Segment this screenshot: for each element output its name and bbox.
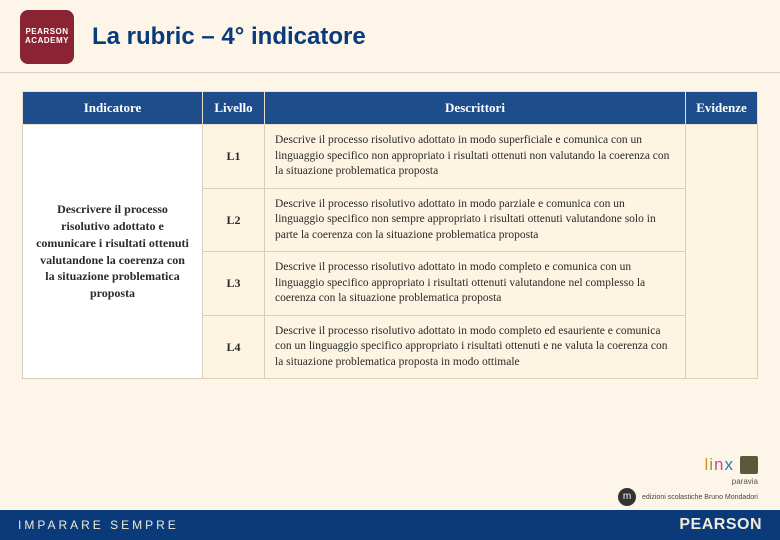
livello-cell: L3 (203, 252, 265, 316)
rubric-table: Indicatore Livello Descrittori Evidenze … (22, 91, 758, 379)
publisher-brands: linx paravia m edizioni scolastiche Brun… (618, 455, 758, 506)
livello-cell: L2 (203, 188, 265, 252)
header-indicatore: Indicatore (23, 92, 203, 125)
mondadori-label: edizioni scolastiche Bruno Mondadori (642, 494, 758, 501)
paravia-label: paravia (732, 477, 758, 486)
slide-header: PEARSON ACADEMY La rubric – 4° indicator… (0, 0, 780, 73)
bee-icon (740, 456, 758, 474)
table-row: Descrivere il processo risolutivo adotta… (23, 125, 758, 189)
pearson-academy-logo: PEARSON ACADEMY (20, 10, 74, 64)
descrittore-cell: Descrive il processo risolutivo adottato… (265, 252, 686, 316)
slide-footer: IMPARARE SEMPRE PEARSON (0, 510, 780, 540)
descrittore-cell: Descrive il processo risolutivo adottato… (265, 315, 686, 379)
slide-title: La rubric – 4° indicatore (92, 23, 366, 51)
brand-row-linx: linx (704, 455, 758, 475)
header-livello: Livello (203, 92, 265, 125)
linx-logo: linx (704, 455, 734, 475)
footer-tagline: IMPARARE SEMPRE (18, 518, 179, 532)
brand-row-paravia: paravia (732, 477, 758, 486)
header-descrittori: Descrittori (265, 92, 686, 125)
brand-row-mondadori: m edizioni scolastiche Bruno Mondadori (618, 488, 758, 506)
mondadori-icon: m (618, 488, 636, 506)
livello-cell: L4 (203, 315, 265, 379)
header-evidenze: Evidenze (686, 92, 758, 125)
livello-cell: L1 (203, 125, 265, 189)
descrittore-cell: Descrive il processo risolutivo adottato… (265, 188, 686, 252)
evidenze-cell (686, 125, 758, 379)
footer-brand: PEARSON (679, 516, 762, 534)
descrittore-cell: Descrive il processo risolutivo adottato… (265, 125, 686, 189)
slide-content: Indicatore Livello Descrittori Evidenze … (0, 73, 780, 379)
logo-text-line2: ACADEMY (25, 37, 69, 46)
table-header-row: Indicatore Livello Descrittori Evidenze (23, 92, 758, 125)
indicatore-cell: Descrivere il processo risolutivo adotta… (23, 125, 203, 379)
